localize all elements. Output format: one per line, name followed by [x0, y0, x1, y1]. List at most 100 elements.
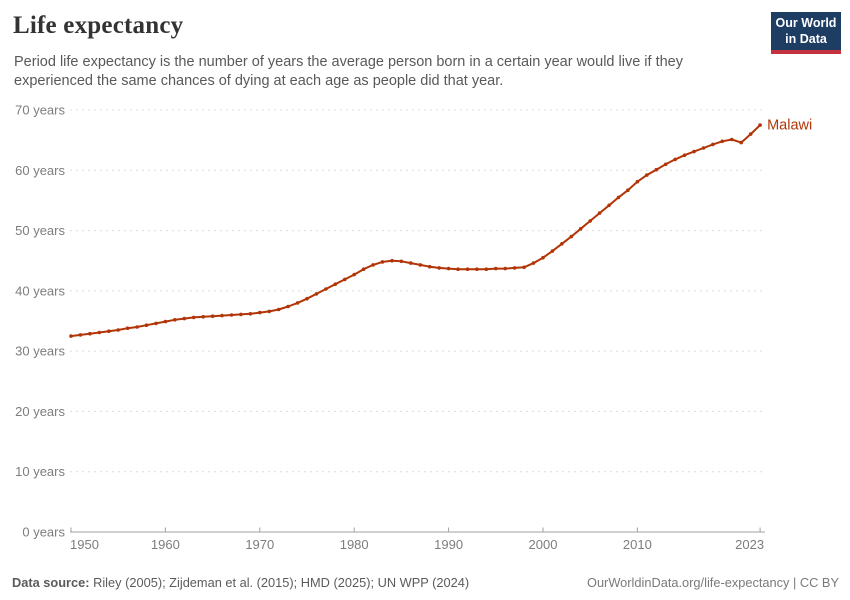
data-point — [503, 266, 508, 271]
logo-line2: in Data — [785, 31, 827, 46]
data-point — [97, 330, 102, 335]
page-title: Life expectancy — [13, 12, 184, 39]
data-point — [446, 266, 451, 271]
data-point — [210, 314, 215, 319]
data-point — [663, 162, 668, 167]
data-point — [78, 333, 83, 337]
data-point — [361, 267, 366, 272]
data-point — [645, 173, 649, 177]
data-point — [512, 266, 517, 270]
data-point — [144, 323, 149, 328]
data-point — [267, 309, 272, 314]
data-point — [229, 313, 234, 317]
data-point — [739, 140, 743, 145]
series-line-malawi[interactable] — [70, 124, 762, 338]
data-source-label: Data source: — [12, 575, 90, 590]
data-point — [333, 282, 338, 287]
data-point — [305, 296, 309, 301]
data-point — [276, 307, 281, 312]
data-point — [588, 219, 592, 223]
data-point — [286, 304, 290, 309]
data-point — [258, 310, 262, 315]
data-point — [399, 259, 404, 264]
data-point — [635, 179, 640, 184]
data-point — [125, 326, 130, 331]
chart-subtitle: Period life expectancy is the number of … — [14, 54, 683, 90]
data-point — [173, 318, 177, 322]
data-point — [758, 123, 762, 127]
data-point — [475, 267, 479, 272]
x-axis-label: 1990 — [434, 537, 463, 552]
data-point — [371, 263, 375, 267]
data-point — [191, 315, 196, 320]
data-point — [380, 260, 385, 264]
chart-footer: Data source: Riley (2005); Zijdeman et a… — [12, 575, 839, 590]
data-point — [597, 211, 602, 215]
data-point — [69, 334, 73, 338]
y-axis-label: 30 years — [15, 344, 65, 359]
data-point — [116, 328, 120, 332]
data-point — [711, 142, 715, 147]
data-point — [701, 146, 706, 150]
series-end-label[interactable]: Malawi — [767, 118, 812, 134]
logo-line1: Our World — [775, 16, 837, 30]
y-axis-label: 40 years — [15, 283, 65, 298]
data-point — [324, 287, 328, 291]
data-point — [569, 234, 574, 239]
data-point — [484, 267, 489, 272]
data-point — [494, 266, 498, 271]
y-axis-label: 10 years — [15, 464, 65, 479]
data-point — [390, 258, 394, 263]
data-point — [522, 265, 526, 270]
data-source-value: Riley (2005); Zijdeman et al. (2015); HM… — [89, 575, 470, 590]
owid-logo[interactable]: Our World in Data — [771, 12, 841, 54]
data-point — [409, 261, 413, 265]
data-point — [607, 203, 611, 208]
y-axis-label: 60 years — [15, 163, 65, 178]
data-point — [88, 331, 92, 336]
data-point — [427, 264, 432, 269]
owid-citation-link[interactable]: OurWorldinData.org/life-expectancy | CC … — [586, 575, 839, 590]
data-point — [135, 325, 139, 329]
data-point — [107, 329, 111, 334]
data-point — [550, 249, 555, 253]
x-axis-label: 2023 — [735, 537, 764, 552]
data-point — [720, 139, 725, 144]
data-point — [182, 316, 187, 321]
data-point — [163, 319, 168, 324]
data-point — [248, 312, 253, 316]
data-point — [343, 277, 347, 282]
data-point — [437, 266, 441, 270]
data-point — [418, 263, 423, 267]
data-point — [626, 188, 630, 192]
data-point — [578, 227, 583, 231]
data-point — [465, 267, 470, 272]
x-axis-label: 2010 — [623, 537, 652, 552]
y-axis-label: 70 years — [15, 103, 65, 118]
data-point — [730, 137, 734, 142]
x-axis-label: 2000 — [529, 537, 558, 552]
data-point — [682, 153, 687, 157]
data-point — [673, 157, 677, 162]
x-axis-label: 1980 — [340, 537, 369, 552]
data-point — [456, 267, 460, 272]
data-point — [654, 167, 659, 172]
data-point — [314, 292, 319, 296]
data-point — [541, 255, 545, 260]
y-axis-label: 20 years — [15, 404, 65, 419]
data-point — [531, 261, 536, 265]
x-axis-label: 1970 — [245, 537, 274, 552]
y-axis-label: 50 years — [15, 223, 65, 238]
data-source-note: Data source: Riley (2005); Zijdeman et a… — [12, 575, 469, 590]
x-axis-label: 1950 — [70, 537, 99, 552]
data-point — [295, 301, 300, 305]
data-point — [616, 195, 621, 200]
data-point — [748, 132, 753, 136]
data-point — [154, 321, 158, 326]
data-point — [220, 313, 224, 318]
data-point — [692, 149, 696, 154]
y-axis-label: 0 years — [22, 525, 65, 540]
data-point — [239, 312, 243, 317]
